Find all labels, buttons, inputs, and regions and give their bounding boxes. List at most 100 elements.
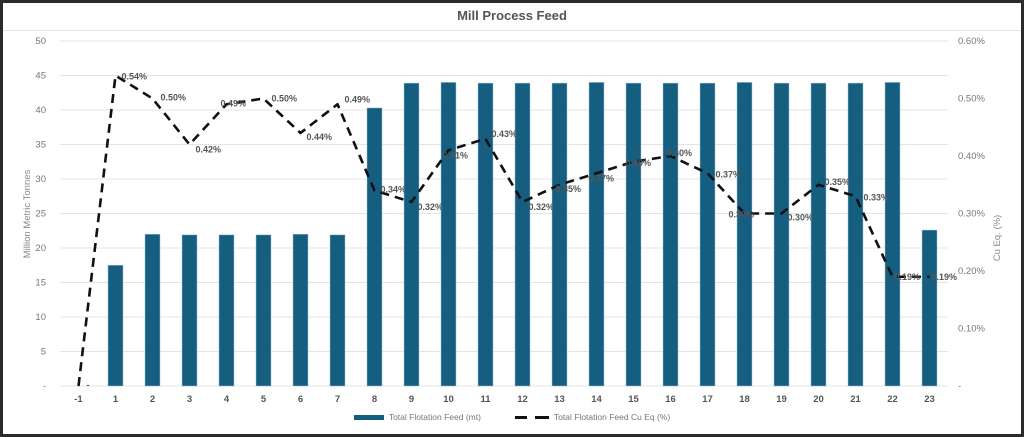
x-tick-label: 17: [702, 394, 713, 405]
legend-bar-swatch: [353, 414, 384, 420]
x-tick-label: 21: [850, 394, 861, 405]
data-label: 0.30%: [729, 210, 755, 220]
data-label: 0.49%: [345, 94, 371, 104]
x-tick-label: 3: [187, 394, 192, 405]
legend-line-label: Total Flotation Feed Cu Eq (%): [553, 412, 671, 422]
gridlines: [60, 40, 948, 387]
line-path: [77, 74, 930, 387]
y-tick-label: 40: [35, 105, 46, 116]
bar: [551, 82, 568, 387]
bar: [921, 229, 938, 387]
y2-tick-label: 0.20%: [958, 266, 985, 277]
x-tick-label: 16: [665, 394, 676, 405]
x-tick-label: 15: [628, 394, 639, 405]
right-axis-ticks: - 0.10% 0.20% 0.30% 0.40% 0.50% 0.60%: [958, 36, 985, 392]
x-tick-label: 2: [150, 394, 155, 405]
x-tick-label: 20: [813, 394, 824, 405]
left-axis-ticks: - 5 10 15 20 25 30 35 40 45 50: [35, 36, 46, 392]
bar: [181, 234, 198, 387]
y-tick-label: 35: [35, 140, 46, 151]
y-tick-label: 30: [35, 174, 46, 185]
bar: [255, 234, 272, 387]
y-tick-label: 45: [35, 71, 46, 82]
legend: Total Flotation Feed (mt) Total Flotatio…: [0, 412, 1024, 422]
y-tick-label: 10: [35, 312, 46, 323]
bar: [810, 82, 827, 387]
y2-tick-label: 0.50%: [958, 94, 985, 105]
legend-item-line: Total Flotation Feed Cu Eq (%): [514, 412, 671, 422]
x-axis-ticks: -1 1 2 3 4 5 6 7 8 9 10 11 12 13 14 15 16 17 18 19 20 21 22 23: [74, 394, 935, 405]
y-tick-label: 5: [41, 347, 46, 358]
bar: [366, 107, 383, 387]
bar: [403, 82, 420, 387]
data-label: 0.37%: [589, 173, 615, 183]
x-tick-label: 11: [480, 394, 491, 405]
y-tick-label: 25: [35, 209, 46, 220]
data-label: 0.44%: [307, 132, 333, 142]
x-tick-label: 23: [924, 394, 935, 405]
legend-bar-label: Total Flotation Feed (mt): [388, 412, 481, 422]
data-label: 0.50%: [272, 94, 298, 104]
x-tick-label: 18: [739, 394, 750, 405]
data-label: 0.43%: [492, 129, 518, 139]
y2-tick-label: 0.10%: [958, 324, 985, 335]
x-tick-label: 7: [335, 394, 340, 405]
data-label: 0.49%: [221, 98, 247, 108]
data-label: 0.32%: [418, 202, 444, 212]
y-tick-label: 15: [35, 278, 46, 289]
x-tick-label: 10: [443, 394, 454, 405]
chart-title: Mill Process Feed: [457, 8, 567, 23]
data-label: 0.40%: [667, 148, 693, 158]
bar: [329, 234, 346, 387]
y-tick-label: -: [43, 381, 46, 392]
data-label: 0.34%: [381, 185, 407, 195]
y2-tick-label: 0.60%: [958, 36, 985, 47]
x-tick-label: 4: [224, 394, 230, 405]
y-tick-label: 50: [35, 36, 46, 47]
data-label: 0.19%: [895, 272, 921, 282]
data-label: 0.54%: [122, 72, 148, 82]
x-tick-label: 5: [261, 394, 267, 405]
bar: [292, 233, 309, 387]
bar: [773, 82, 790, 387]
x-tick-label: 12: [517, 394, 528, 405]
x-tick-label: 8: [372, 394, 377, 405]
bar: [107, 265, 124, 387]
line-series: [77, 74, 930, 387]
x-tick-label: 9: [409, 394, 414, 405]
data-label: 0.50%: [161, 93, 187, 103]
bar: [625, 82, 642, 387]
data-label: 0.42%: [196, 145, 222, 155]
bar: [736, 82, 753, 387]
y2-tick-label: 0.40%: [958, 151, 985, 162]
bar: [588, 82, 605, 387]
legend-item-bar: Total Flotation Feed (mt): [353, 412, 481, 422]
line-data-labels: - 0.54% 0.50% 0.42% 0.49% 0.50% 0.44% 0.49% 0.34…: [87, 72, 958, 391]
data-label: 0.33%: [864, 192, 890, 202]
data-label: 0.41%: [443, 150, 469, 160]
bar: [699, 82, 716, 387]
x-tick-label: 14: [591, 394, 602, 405]
legend-line-swatch: [514, 415, 549, 419]
x-tick-label: 13: [554, 394, 565, 405]
bar: [477, 82, 494, 387]
y2-tick-label: 0.30%: [958, 209, 985, 220]
data-label: 0.37%: [716, 169, 742, 179]
data-label: -: [87, 380, 90, 390]
data-label: 0.35%: [825, 177, 851, 187]
data-label: 0.30%: [788, 213, 814, 223]
data-label: 0.19%: [932, 272, 958, 282]
bar: [847, 82, 864, 387]
y2-tick-label: -: [958, 381, 961, 392]
bar: [218, 234, 235, 387]
x-tick-label: 19: [776, 394, 787, 405]
title-divider: [3, 30, 1021, 31]
y2-axis-title: Cu Eq. (%): [992, 215, 1003, 261]
bar: [514, 82, 531, 387]
bar: [884, 82, 901, 387]
x-tick-label: 6: [298, 394, 303, 405]
bar: [144, 233, 161, 387]
bar: [440, 82, 457, 387]
x-tick-label: 1: [113, 394, 119, 405]
